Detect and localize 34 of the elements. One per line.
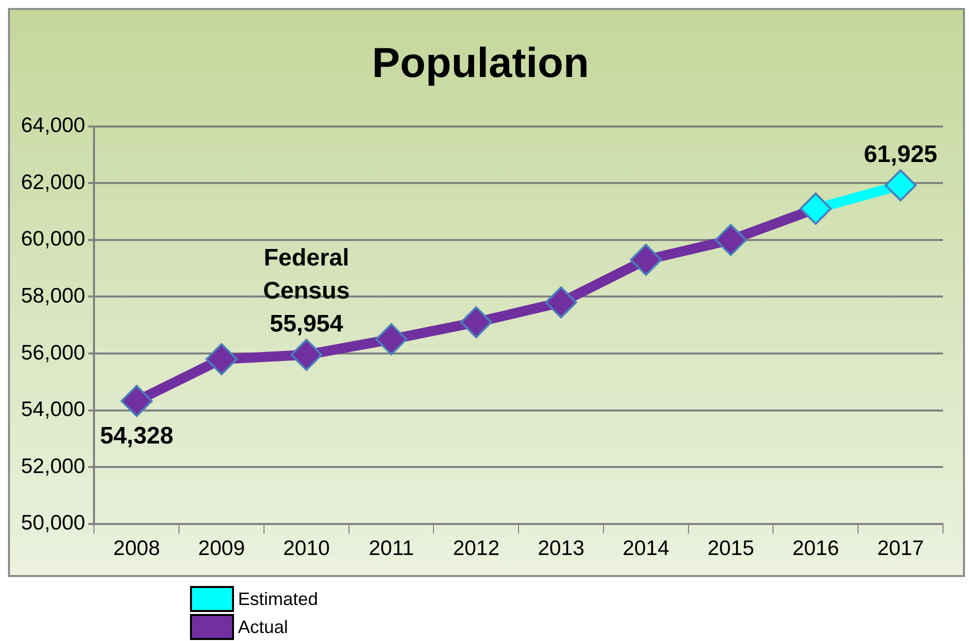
x-tick-label: 2012 — [452, 537, 500, 560]
y-tick-label: 50,000 — [20, 512, 86, 535]
x-tick-label: 2013 — [538, 537, 584, 560]
point — [545, 286, 578, 318]
y-tick-label: 60,000 — [20, 228, 86, 251]
point — [630, 244, 662, 276]
x-tick-label: 2008 — [113, 537, 160, 560]
x-tick-label: 2014 — [622, 537, 670, 560]
y-tick-label: 58,000 — [20, 284, 86, 308]
data-label: 61,925 — [864, 140, 938, 168]
y-tick-label: 54,000 — [20, 398, 86, 422]
legend-label: Estimated — [238, 588, 318, 610]
point — [290, 338, 322, 371]
data-label: 55,954 — [270, 310, 344, 338]
x-tick-label: 2017 — [877, 537, 924, 560]
y-tick-label: 64,000 — [20, 114, 86, 138]
annotation: Federal Census — [263, 244, 350, 304]
x-tick-label: 2009 — [198, 537, 245, 560]
y-tick-label: 56,000 — [20, 341, 86, 364]
chart-title: Population — [372, 38, 589, 86]
point — [884, 169, 917, 202]
x-tick-label: 2016 — [792, 537, 840, 560]
point — [120, 384, 153, 417]
point — [714, 224, 747, 256]
y-tick-label: 62,000 — [20, 170, 86, 194]
x-tick-label: 2015 — [707, 537, 754, 560]
data-label: 54,328 — [100, 422, 174, 450]
x-tick-label: 2011 — [368, 537, 414, 560]
x-tick-label: 2010 — [283, 537, 330, 560]
point — [460, 306, 492, 338]
legend-label: Actual — [238, 616, 288, 638]
y-tick-label: 52,000 — [20, 454, 86, 478]
point — [206, 343, 238, 376]
point — [375, 323, 408, 356]
